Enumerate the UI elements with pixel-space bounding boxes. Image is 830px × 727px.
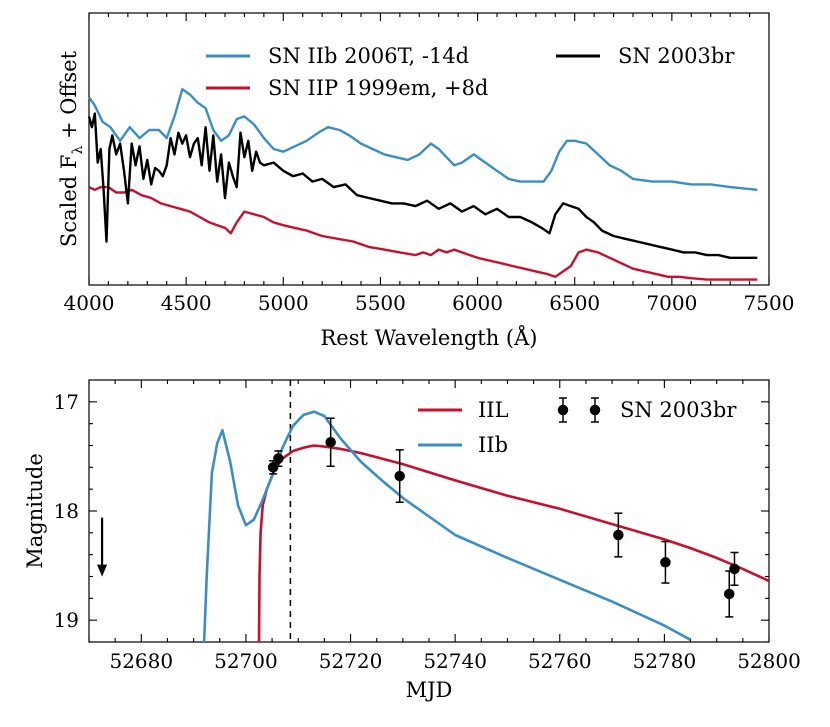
- lightcurve-x-axis-label: MJD: [406, 678, 453, 702]
- data-point-marker: [729, 563, 740, 575]
- spectra-panel: 4000 4500 5000 5500 6000 6500 7000 7500 Rest Wa…: [57, 12, 795, 350]
- spectra-x-axis-label: Rest Wavelength (Å): [320, 325, 537, 350]
- data-point-marker: [660, 557, 671, 568]
- spectra-x-tick-label: 6000: [452, 291, 503, 315]
- spectra-y-label-sub: λ: [70, 146, 86, 155]
- data-point-marker: [613, 529, 624, 541]
- spectra-lines: [87, 88, 758, 281]
- spectra-x-tick-label: 4000: [64, 291, 115, 315]
- spectra-x-tick-label: 7500: [744, 291, 795, 315]
- spectra-y-label-tail: + Offset: [57, 50, 81, 145]
- legend-label-sn-iib-2006t: SN IIb 2006T, -14d: [268, 44, 469, 68]
- spectrum-line-sn-iib-2006t-14d: [88, 88, 758, 191]
- lightcurve-ticks: 52680 52700 52720 52740 52760 52780 52800 17 18 1…: [54, 380, 801, 673]
- observed-point: [273, 450, 284, 467]
- spectrum-line-sn-2003br: [87, 112, 758, 259]
- spectrum-line-sn-iip-1999em-8d: [88, 185, 758, 281]
- spectra-legend: SN IIb 2006T, -14d SN IIP 1999em, +8d SN…: [206, 44, 735, 100]
- lightcurve-x-tick-label: 52720: [319, 649, 383, 673]
- spectra-x-tick-label: 5000: [258, 291, 309, 315]
- observed-point: [723, 570, 735, 618]
- legend-label-sn-iip-1999em: SN IIP 1999em, +8d: [268, 76, 488, 100]
- lightcurve-y-tick-label: 19: [54, 608, 79, 632]
- lightcurve-x-tick-label: 52700: [214, 649, 278, 673]
- spectra-y-label-main: Scaled F: [57, 155, 81, 248]
- data-point-marker: [325, 436, 336, 448]
- model-curve-iil: [257, 444, 769, 642]
- spectra-x-tick-label: 5500: [355, 291, 406, 315]
- lightcurve-legend: IIL IIb SN 2003br: [418, 397, 737, 457]
- lightcurve-y-axis-label: Magnitude: [23, 453, 47, 569]
- lightcurve-x-tick-label: 52800: [737, 649, 801, 673]
- data-point-marker: [394, 470, 405, 482]
- legend-marker-sn-2003br: [557, 397, 601, 423]
- model-curve-iib: [202, 410, 692, 642]
- lightcurve-x-tick-label: 52780: [633, 649, 697, 673]
- lightcurve-y-tick-label: 17: [54, 390, 79, 414]
- spectra-x-tick-label: 7000: [646, 291, 697, 315]
- data-point-marker: [267, 462, 279, 473]
- data-point-marker: [723, 588, 735, 600]
- upper-limit-arrow: [97, 517, 108, 577]
- data-point-marker: [273, 453, 284, 464]
- lightcurve-panel: 52680 52700 52720 52740 52760 52780 52800 17 18 1…: [23, 379, 801, 702]
- lightcurve-lines: [97, 380, 769, 642]
- spectra-plot-frame: [88, 12, 770, 286]
- observed-point: [394, 449, 405, 504]
- spectra-x-tick-label: 4500: [161, 291, 212, 315]
- observed-point: [267, 460, 279, 475]
- lightcurve-x-tick-label: 52760: [528, 649, 592, 673]
- spectra-x-tick-label: 6500: [549, 291, 600, 315]
- legend-label-sn-2003br-photometry: SN 2003br: [620, 398, 737, 422]
- legend-label-iil: IIL: [478, 398, 509, 422]
- lightcurve-y-tick-label: 18: [54, 499, 79, 523]
- legend-label-iib: IIb: [478, 433, 508, 457]
- lightcurve-x-tick-label: 52680: [109, 649, 173, 673]
- observed-point: [660, 540, 671, 584]
- observed-point: [325, 417, 336, 467]
- observed-point: [729, 551, 740, 586]
- spectra-y-axis-label: Scaled Fλ + Offset: [57, 50, 86, 247]
- legend-label-sn-2003br-spectrum: SN 2003br: [618, 44, 735, 68]
- observed-point: [613, 512, 624, 558]
- spectra-ticks: 4000 4500 5000 5500 6000 6500 7000 7500: [64, 13, 795, 315]
- lightcurve-x-tick-label: 52740: [423, 649, 487, 673]
